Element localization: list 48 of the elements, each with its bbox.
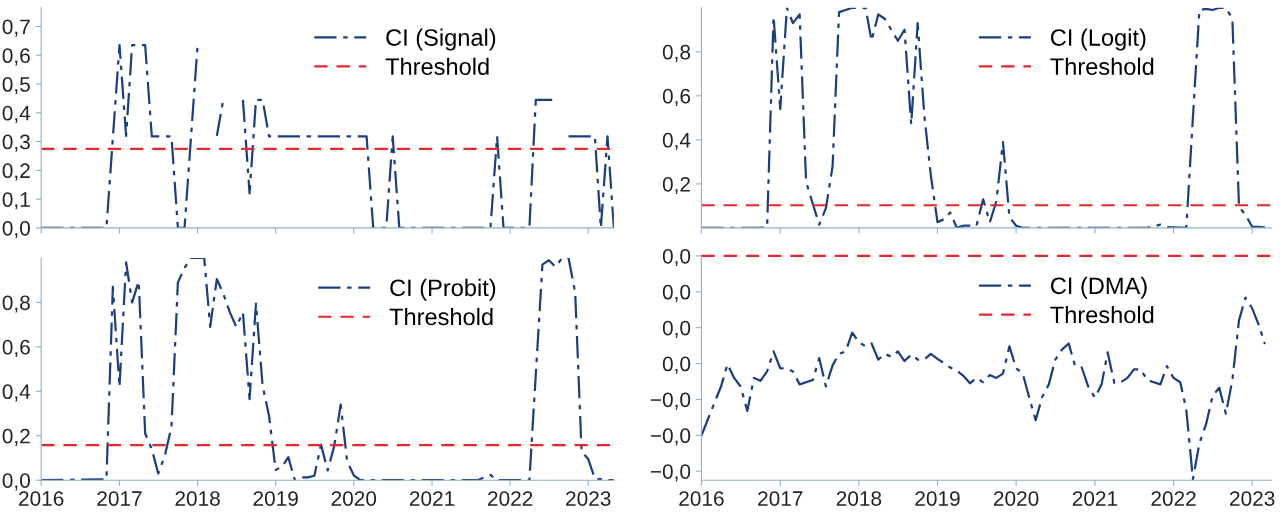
x-tick-label: 2017: [97, 491, 142, 506]
x-tick-label: 2023: [1230, 491, 1275, 506]
y-tick-label: 0,4: [662, 132, 691, 151]
x-tick-label: 2018: [836, 491, 882, 506]
x-tick-label: 2018: [175, 491, 220, 506]
x-tick-label: 2023: [566, 491, 611, 506]
y-tick-label: 0,4: [2, 384, 31, 402]
x-tick-label: 2021: [409, 491, 455, 506]
y-tick-label: 0,2: [2, 163, 30, 181]
y-tick-label: 0,6: [2, 48, 30, 66]
y-tick-label: 0,2: [2, 428, 30, 446]
y-tick-label: 0,3: [2, 134, 30, 152]
y-tick-label: 0,0: [2, 473, 30, 491]
x-tick-label: 2021: [1072, 491, 1118, 506]
y-tick-label: 0,6: [2, 339, 30, 358]
y-tick-label: −0,0: [650, 428, 691, 446]
y-tick-label: −0,0: [650, 464, 691, 482]
y-tick-label: 0,6: [662, 88, 691, 107]
legend-label: Threshold: [385, 57, 489, 75]
legend-label: Threshold: [1050, 57, 1154, 75]
x-tick-label: 2016: [19, 491, 64, 506]
legend-label: CI (Signal): [386, 28, 496, 51]
legend-label: Threshold: [1050, 305, 1154, 324]
y-tick-label: 0,8: [662, 44, 691, 63]
x-tick-label: 2017: [758, 491, 803, 506]
x-tick-label: 2016: [679, 491, 724, 506]
x-tick-label: 2022: [1151, 491, 1196, 506]
y-tick-label: 0,1: [2, 192, 30, 210]
y-tick-label: 0,0: [662, 320, 691, 338]
x-tick-label: 2020: [993, 491, 1039, 506]
legend-label: Threshold: [389, 307, 493, 326]
y-tick-label: 0,7: [2, 19, 30, 37]
y-tick-label: −0,0: [650, 392, 691, 410]
y-tick-label: 0,0: [662, 356, 691, 374]
y-tick-label: 0,0: [2, 220, 30, 239]
legend-label: CI (Logit): [1050, 28, 1146, 51]
x-tick-label: 2019: [915, 491, 960, 506]
y-tick-label: 0,0: [662, 248, 691, 267]
x-tick-label: 2019: [253, 491, 298, 506]
x-tick-label: 2022: [488, 491, 533, 506]
legend-label: CI (DMA): [1050, 276, 1147, 299]
legend-label: CI (Probit): [390, 278, 496, 301]
x-tick-label: 2020: [331, 491, 377, 506]
y-tick-label: 0,2: [662, 176, 690, 195]
y-tick-label: 0,5: [2, 77, 30, 95]
y-tick-label: 0,8: [2, 295, 30, 313]
y-tick-label: 0,4: [2, 105, 31, 124]
y-tick-label: 0,0: [662, 284, 691, 302]
